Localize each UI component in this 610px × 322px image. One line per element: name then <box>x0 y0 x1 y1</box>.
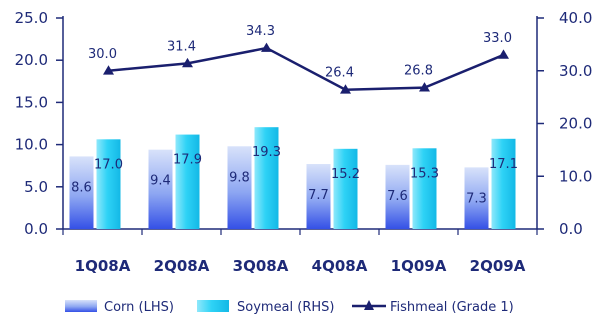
left-tick-label: 10.0 <box>15 136 48 154</box>
data-labels: 8.617.0 9.417.9 9.819.3 7.715.2 7.615.3 7.3 17… <box>71 24 518 206</box>
fishmeal-data-label: 30.0 <box>88 47 117 62</box>
x-tick-label: 4Q08A <box>312 257 368 275</box>
left-tick-label: 20.0 <box>15 51 48 69</box>
legend-label-corn: Corn (LHS) <box>104 300 174 315</box>
fishmeal-point <box>498 49 509 59</box>
x-tick-label: 2Q09A <box>470 257 526 275</box>
left-tick-label: 0.0 <box>24 220 48 238</box>
fishmeal-point <box>261 42 272 52</box>
corn-bar <box>464 167 489 229</box>
left-tick-label: 15.0 <box>15 93 48 111</box>
soymeal-bar <box>491 138 516 229</box>
fishmeal-point <box>103 65 114 75</box>
x-tick-label: 3Q08A <box>233 257 289 275</box>
corn-bar <box>306 164 331 229</box>
right-tick-label: 10.0 <box>559 167 592 185</box>
fishmeal-data-label: 34.3 <box>246 24 275 39</box>
soymeal-data-label: 17.1 <box>489 157 518 172</box>
soymeal-data-label: 17.9 <box>173 153 202 168</box>
fishmeal-data-label: 31.4 <box>167 39 196 54</box>
fishmeal-line-group <box>103 42 509 94</box>
soymeal-bar <box>333 148 358 229</box>
corn-data-label: 9.4 <box>150 174 171 189</box>
fishmeal-point <box>340 84 351 94</box>
corn-bar <box>148 149 173 229</box>
soymeal-data-label: 19.3 <box>252 145 281 160</box>
fishmeal-line <box>108 46 504 91</box>
legend-label-soymeal: Soymeal (RHS) <box>237 300 334 315</box>
corn-data-label: 8.6 <box>71 180 92 195</box>
soymeal-bar <box>254 127 279 229</box>
fishmeal-data-label: 26.8 <box>404 64 433 79</box>
left-tick-label: 25.0 <box>15 9 48 27</box>
right-tick-label: 40.0 <box>559 9 592 27</box>
fishmeal-point <box>419 82 430 92</box>
right-tick-label: 30.0 <box>559 62 592 80</box>
corn-data-label: 7.6 <box>387 189 408 204</box>
corn-bar <box>69 156 94 229</box>
soymeal-data-label: 15.2 <box>331 167 360 182</box>
corn-data-label: 9.8 <box>229 170 250 185</box>
x-tick-label: 1Q08A <box>75 257 131 275</box>
soymeal-bar <box>175 134 200 229</box>
legend-swatch-soymeal <box>197 300 229 312</box>
corn-data-label: 7.7 <box>308 188 329 203</box>
fishmeal-data-label: 33.0 <box>483 31 512 46</box>
fishmeal-data-label: 26.4 <box>325 66 354 81</box>
left-tick-label: 5.0 <box>24 178 48 196</box>
legend-label-fishmeal: Fishmeal (Grade 1) <box>390 300 514 315</box>
x-tick-label: 1Q09A <box>391 257 447 275</box>
legend-marker-fishmeal <box>364 300 374 310</box>
legend: Corn (LHS) Soymeal (RHS) Fishmeal (Grade 1… <box>65 300 514 315</box>
corn-bar <box>385 164 410 229</box>
right-tick-label: 20.0 <box>559 115 592 133</box>
soymeal-data-label: 15.3 <box>410 166 439 181</box>
legend-swatch-corn <box>65 300 97 312</box>
corn-data-label: 7.3 <box>466 191 487 206</box>
soymeal-bar <box>96 139 121 229</box>
axes: 0.0 5.0 10.0 15.0 20.0 25.0 0.0 10.0 20.0 30.0 40.… <box>15 9 593 275</box>
x-tick-label: 2Q08A <box>154 257 210 275</box>
corn-bar <box>227 146 252 229</box>
bars <box>69 127 516 229</box>
right-tick-label: 0.0 <box>559 220 583 238</box>
soymeal-bar <box>412 148 437 229</box>
fishmeal-point <box>182 57 193 68</box>
soymeal-data-label: 17.0 <box>94 157 123 172</box>
